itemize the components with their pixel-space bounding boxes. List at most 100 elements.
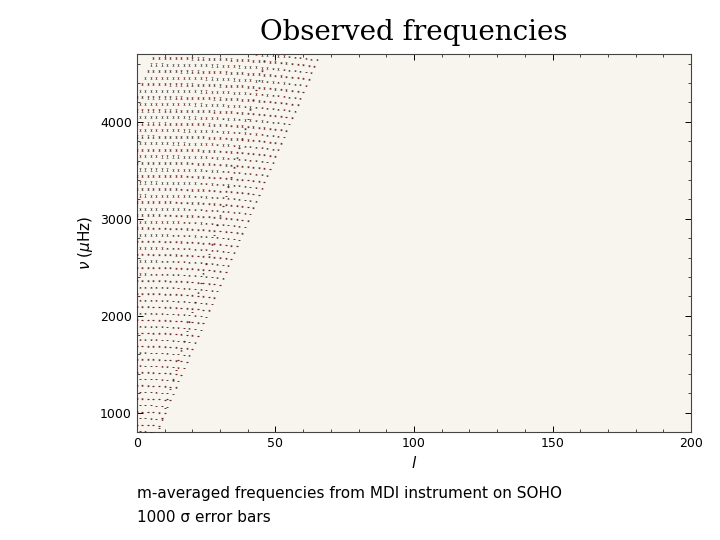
Point — [134, 427, 145, 436]
Point — [284, 106, 295, 115]
Point — [145, 73, 156, 82]
Point — [142, 276, 153, 285]
Point — [239, 116, 251, 124]
Point — [256, 77, 267, 85]
Point — [153, 276, 165, 285]
Point — [248, 177, 259, 185]
Point — [245, 183, 256, 191]
Point — [261, 77, 273, 86]
Point — [212, 221, 223, 230]
Point — [228, 248, 240, 257]
Point — [297, 60, 309, 69]
Point — [178, 244, 189, 253]
Point — [176, 346, 187, 355]
Point — [167, 100, 179, 109]
Point — [197, 292, 209, 301]
Point — [153, 237, 165, 246]
Point — [131, 211, 143, 219]
Point — [176, 133, 187, 141]
Point — [148, 132, 159, 141]
Point — [231, 109, 243, 117]
Point — [167, 231, 179, 240]
Point — [148, 106, 159, 115]
Point — [140, 309, 151, 318]
Point — [150, 218, 162, 226]
Point — [131, 381, 143, 390]
Point — [156, 113, 168, 122]
Point — [231, 135, 243, 144]
Point — [215, 240, 226, 249]
Point — [236, 134, 248, 143]
Point — [281, 99, 292, 108]
Point — [197, 199, 209, 208]
Point — [145, 60, 156, 69]
Point — [176, 277, 187, 286]
Point — [173, 244, 184, 253]
Point — [236, 135, 248, 144]
Point — [167, 113, 179, 122]
Point — [258, 70, 270, 79]
Point — [258, 57, 270, 66]
Point — [200, 74, 212, 83]
Point — [131, 302, 143, 311]
Point — [153, 329, 165, 338]
Point — [161, 309, 173, 318]
Point — [148, 237, 159, 246]
Point — [206, 166, 217, 175]
Point — [134, 388, 145, 396]
Point — [150, 322, 162, 331]
Point — [153, 145, 165, 154]
Point — [173, 271, 184, 279]
Point — [137, 276, 148, 285]
Point — [184, 317, 195, 326]
Point — [164, 303, 176, 312]
Point — [145, 139, 156, 147]
Point — [181, 67, 192, 76]
Point — [233, 208, 245, 217]
Point — [264, 98, 276, 106]
Point — [164, 329, 176, 338]
Point — [176, 264, 187, 273]
Point — [192, 172, 204, 181]
Point — [181, 159, 192, 167]
Point — [150, 415, 162, 423]
Point — [242, 189, 253, 198]
Point — [148, 276, 159, 285]
Point — [148, 93, 159, 102]
Point — [186, 278, 198, 286]
Point — [195, 326, 207, 334]
Point — [272, 78, 284, 87]
Point — [170, 303, 181, 312]
Point — [192, 292, 204, 300]
Point — [251, 143, 262, 152]
Point — [215, 213, 226, 222]
Point — [164, 119, 176, 128]
Point — [181, 212, 192, 220]
Point — [148, 395, 159, 403]
Point — [156, 218, 168, 226]
Point — [222, 181, 234, 190]
Point — [161, 244, 173, 253]
Point — [253, 191, 264, 199]
Point — [159, 185, 171, 193]
Point — [308, 62, 320, 71]
Point — [289, 66, 300, 75]
Point — [137, 237, 148, 246]
Point — [248, 190, 259, 199]
Point — [140, 73, 151, 82]
Point — [303, 75, 315, 84]
Point — [220, 227, 231, 236]
Point — [142, 368, 153, 377]
Point — [178, 284, 189, 293]
Point — [215, 68, 226, 77]
Point — [142, 198, 153, 206]
Point — [184, 324, 195, 333]
Point — [167, 376, 179, 385]
Point — [189, 87, 201, 96]
Point — [239, 102, 251, 111]
Point — [236, 162, 248, 171]
Point — [181, 318, 192, 326]
Point — [203, 293, 215, 301]
Point — [197, 94, 209, 103]
Point — [173, 100, 184, 109]
